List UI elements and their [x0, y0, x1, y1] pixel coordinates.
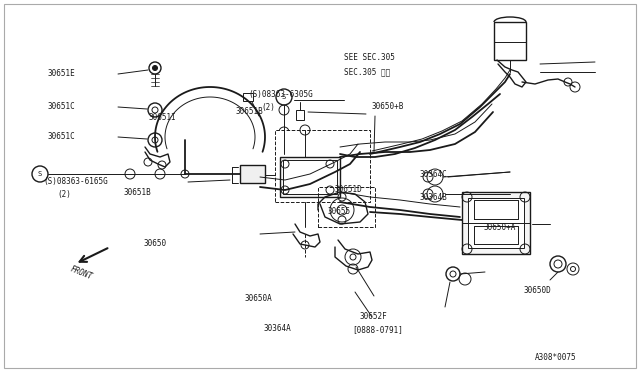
Bar [240, 165, 265, 183]
Text: (S)08363-6165G: (S)08363-6165G [44, 177, 108, 186]
Text: 30650: 30650 [144, 239, 167, 248]
Bar [280, 157, 340, 197]
Text: 30655: 30655 [328, 207, 351, 216]
Text: 30650+B: 30650+B [371, 102, 404, 110]
Text: A308*0075: A308*0075 [535, 353, 577, 362]
Bar [494, 22, 526, 60]
Text: 30651D: 30651D [334, 185, 362, 194]
Text: 30651I: 30651I [148, 113, 176, 122]
Text: S: S [38, 171, 42, 177]
Text: FRONT: FRONT [69, 264, 94, 281]
Circle shape [152, 65, 157, 71]
Text: 30651C: 30651C [48, 132, 76, 141]
Bar [283, 160, 337, 194]
Text: (2): (2) [261, 103, 275, 112]
Bar [275, 130, 370, 202]
Text: (S)08363-6305G: (S)08363-6305G [248, 90, 313, 99]
Text: 30650+A: 30650+A [483, 223, 516, 232]
Bar [243, 93, 253, 101]
Text: 30364A: 30364A [264, 324, 291, 333]
Bar [462, 192, 530, 254]
Text: 30651B: 30651B [124, 188, 151, 197]
Text: SEC.305 参照: SEC.305 参照 [344, 67, 390, 76]
Bar [296, 110, 304, 120]
Text: 30650D: 30650D [524, 286, 551, 295]
Bar [468, 198, 524, 248]
Text: 30651E: 30651E [48, 69, 76, 78]
Text: (2): (2) [58, 190, 72, 199]
Text: 30364B: 30364B [419, 193, 447, 202]
Text: 30650A: 30650A [244, 294, 272, 303]
Text: 30651B: 30651B [236, 107, 263, 116]
Text: 30652F: 30652F [360, 312, 387, 321]
Text: 30364C: 30364C [419, 170, 447, 179]
Text: S: S [282, 94, 286, 100]
Text: [0888-0791]: [0888-0791] [352, 325, 403, 334]
Text: SEE SEC.305: SEE SEC.305 [344, 53, 394, 62]
Text: 30651C: 30651C [48, 102, 76, 111]
